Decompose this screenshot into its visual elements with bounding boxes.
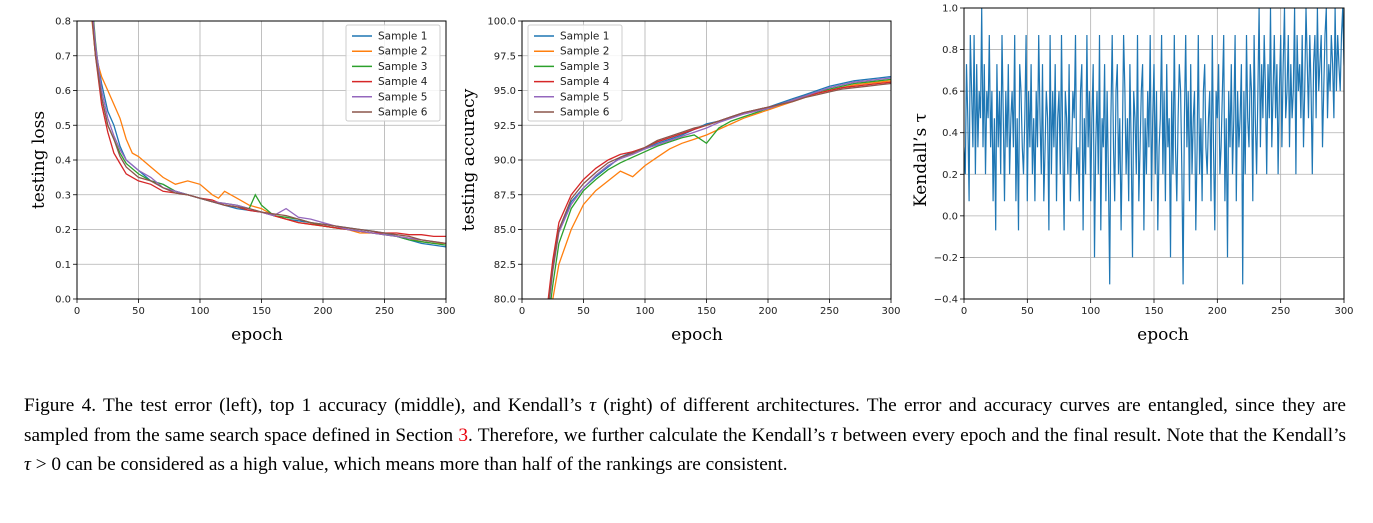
x-tick-label: 200 [1208, 306, 1227, 317]
legend-entry: Sample 4 [378, 76, 428, 88]
x-tick-label: 150 [697, 306, 716, 317]
x-tick-label: 0 [519, 306, 525, 317]
y-tick-label: 0.6 [942, 87, 958, 98]
x-tick-label: 250 [820, 306, 839, 317]
legend-entry: Sample 5 [560, 91, 609, 103]
y-tick-label: 100.0 [487, 17, 516, 28]
x-tick-label: 300 [881, 306, 900, 317]
series-line-5 [92, 21, 446, 245]
x-tick-label: 200 [313, 306, 332, 317]
x-tick-label: 300 [436, 306, 455, 317]
y-tick-label: 0.8 [942, 45, 958, 56]
x-tick-label: 0 [74, 306, 80, 317]
caption-text-4: between every epoch and the final result… [837, 424, 1346, 446]
series-line-1 [964, 8, 1344, 285]
y-tick-label: 0.6 [55, 86, 71, 97]
y-tick-label: 0.4 [942, 128, 958, 139]
legend: Sample 1 Sample 2 Sample 3 Sample 4 Sample 5… [527, 24, 623, 122]
caption-text-3: . Therefore, we further calculate the Ke… [468, 424, 831, 446]
y-tick-label: 0.3 [55, 190, 71, 201]
x-tick-label: 300 [1334, 306, 1353, 317]
figure-4: 0 50 100 150 200 250 3000.00.10.20.30.40.50.60… [29, 4, 1354, 346]
x-tick-label: 50 [577, 306, 590, 317]
y-tick-label: 0.1 [55, 260, 71, 271]
x-axis-label: epoch [231, 325, 283, 345]
x-tick-label: 100 [190, 306, 209, 317]
chart-2: 0 50 100 150 200 250 300 80.0 82.5 85.0 87.5 90.0 92… [459, 17, 901, 346]
legend-entry: Sample 6 [378, 107, 428, 119]
y-tick-label: 82.5 [494, 260, 516, 271]
y-tick-label: 0.2 [942, 170, 958, 181]
legend-entry: Sample 2 [560, 46, 609, 58]
series-line-3 [550, 78, 891, 299]
y-tick-label: 87.5 [494, 190, 516, 201]
x-tick-label: 250 [1271, 306, 1290, 317]
caption-tau-2: τ [830, 424, 838, 446]
legend: Sample 1 Sample 2 Sample 3 Sample 4 Sample 5… [345, 24, 441, 122]
series-line-6 [548, 82, 891, 299]
x-tick-label: 50 [1021, 306, 1034, 317]
y-tick-label: 1.0 [942, 4, 958, 15]
chart-1: 0 50 100 150 200 250 300 0.0 0.1 0.2 0.3 0.4 0.5 0.6 0… [29, 17, 456, 346]
y-axis-label: testing accuracy [459, 88, 479, 231]
y-tick-label: 0.2 [55, 225, 71, 236]
y-tick-label: 80.0 [494, 295, 516, 306]
figure-caption: Figure 4. The test error (left), top 1 a… [24, 391, 1346, 480]
caption-text-1: Figure 4. The test error (left), top 1 a… [24, 395, 590, 416]
y-tick-label: 0.4 [55, 156, 71, 167]
y-axis-label: Kendall’s τ [911, 113, 931, 207]
y-tick-label: 0.0 [942, 211, 958, 222]
chart-3: 0 50 100 150 200 250 300 −0.4 −0.2 0.0 0.2 0.4 0.6 0.… [911, 4, 1354, 346]
y-tick-label: 92.5 [494, 121, 516, 132]
legend-entry: Sample 6 [560, 107, 610, 119]
y-tick-label: 0.7 [55, 51, 71, 62]
series-line-5 [549, 77, 891, 299]
x-axis-label: epoch [1137, 325, 1189, 345]
x-tick-label: 100 [635, 306, 654, 317]
legend-entry: Sample 2 [378, 46, 427, 58]
x-tick-label: 0 [961, 306, 967, 317]
y-axis-label: testing loss [29, 111, 49, 209]
y-tick-label: −0.2 [934, 253, 958, 264]
x-tick-label: 250 [375, 306, 394, 317]
caption-text-2: (right) of different architectures. The … [24, 395, 1346, 446]
x-tick-label: 150 [252, 306, 271, 317]
y-tick-label: 95.0 [494, 86, 516, 97]
x-tick-label: 150 [1144, 306, 1163, 317]
x-axis-label: epoch [671, 325, 723, 345]
caption-tau-3: τ [24, 454, 31, 475]
legend-entry: Sample 1 [378, 31, 427, 43]
legend-entry: Sample 3 [560, 61, 609, 73]
y-tick-label: 0.8 [55, 17, 71, 28]
y-tick-label: 97.5 [494, 51, 516, 62]
y-tick-label: 90.0 [494, 156, 516, 167]
series-line-1 [548, 75, 891, 299]
caption-text-5: > 0 can be considered as a high value, w… [30, 454, 788, 475]
y-tick-label: 85.0 [494, 225, 516, 236]
y-tick-label: −0.4 [934, 295, 958, 306]
legend-entry: Sample 3 [378, 61, 427, 73]
series-line-6 [91, 21, 446, 245]
x-tick-label: 100 [1081, 306, 1100, 317]
x-tick-label: 50 [132, 306, 145, 317]
section-ref-link[interactable]: 3 [458, 424, 469, 446]
legend-entry: Sample 1 [560, 31, 609, 43]
legend-entry: Sample 5 [378, 91, 427, 103]
caption-tau-1: τ [589, 395, 597, 416]
legend-entry: Sample 4 [560, 76, 610, 88]
x-tick-label: 200 [758, 306, 777, 317]
y-tick-label: 0.0 [55, 295, 71, 306]
y-tick-label: 0.5 [55, 121, 71, 132]
